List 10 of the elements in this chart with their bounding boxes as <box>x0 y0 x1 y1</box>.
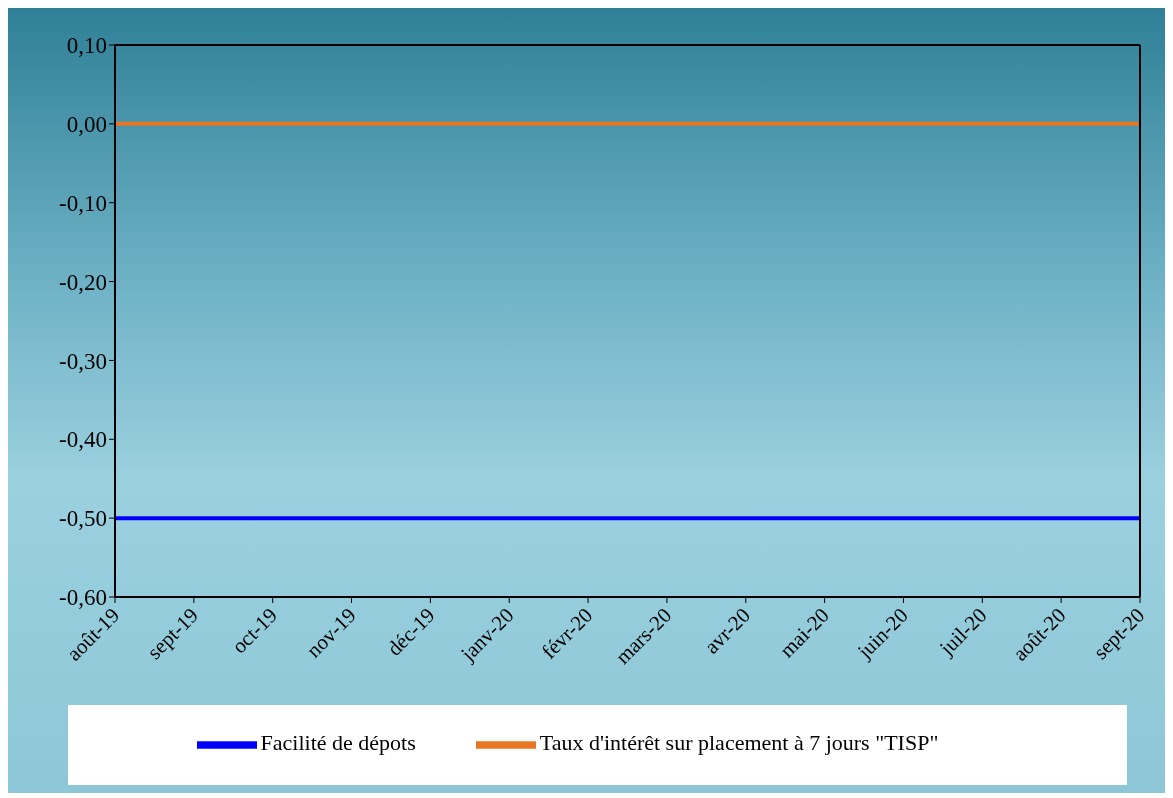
y-tick-label: -0,20 <box>59 269 107 295</box>
y-tick-label: -0,30 <box>59 348 107 374</box>
y-tick-label: -0,40 <box>59 427 107 453</box>
y-tick-label: -0,50 <box>59 506 107 532</box>
y-tick-label: -0,10 <box>59 190 107 216</box>
y-tick-label: 0,10 <box>66 33 107 59</box>
legend-label: Facilité de dépots <box>260 730 416 756</box>
y-tick-label: 0,00 <box>66 112 107 138</box>
y-tick-label: -0,60 <box>59 585 107 611</box>
legend-label: Taux d'intérêt sur placement à 7 jours "TISP" <box>539 730 939 756</box>
